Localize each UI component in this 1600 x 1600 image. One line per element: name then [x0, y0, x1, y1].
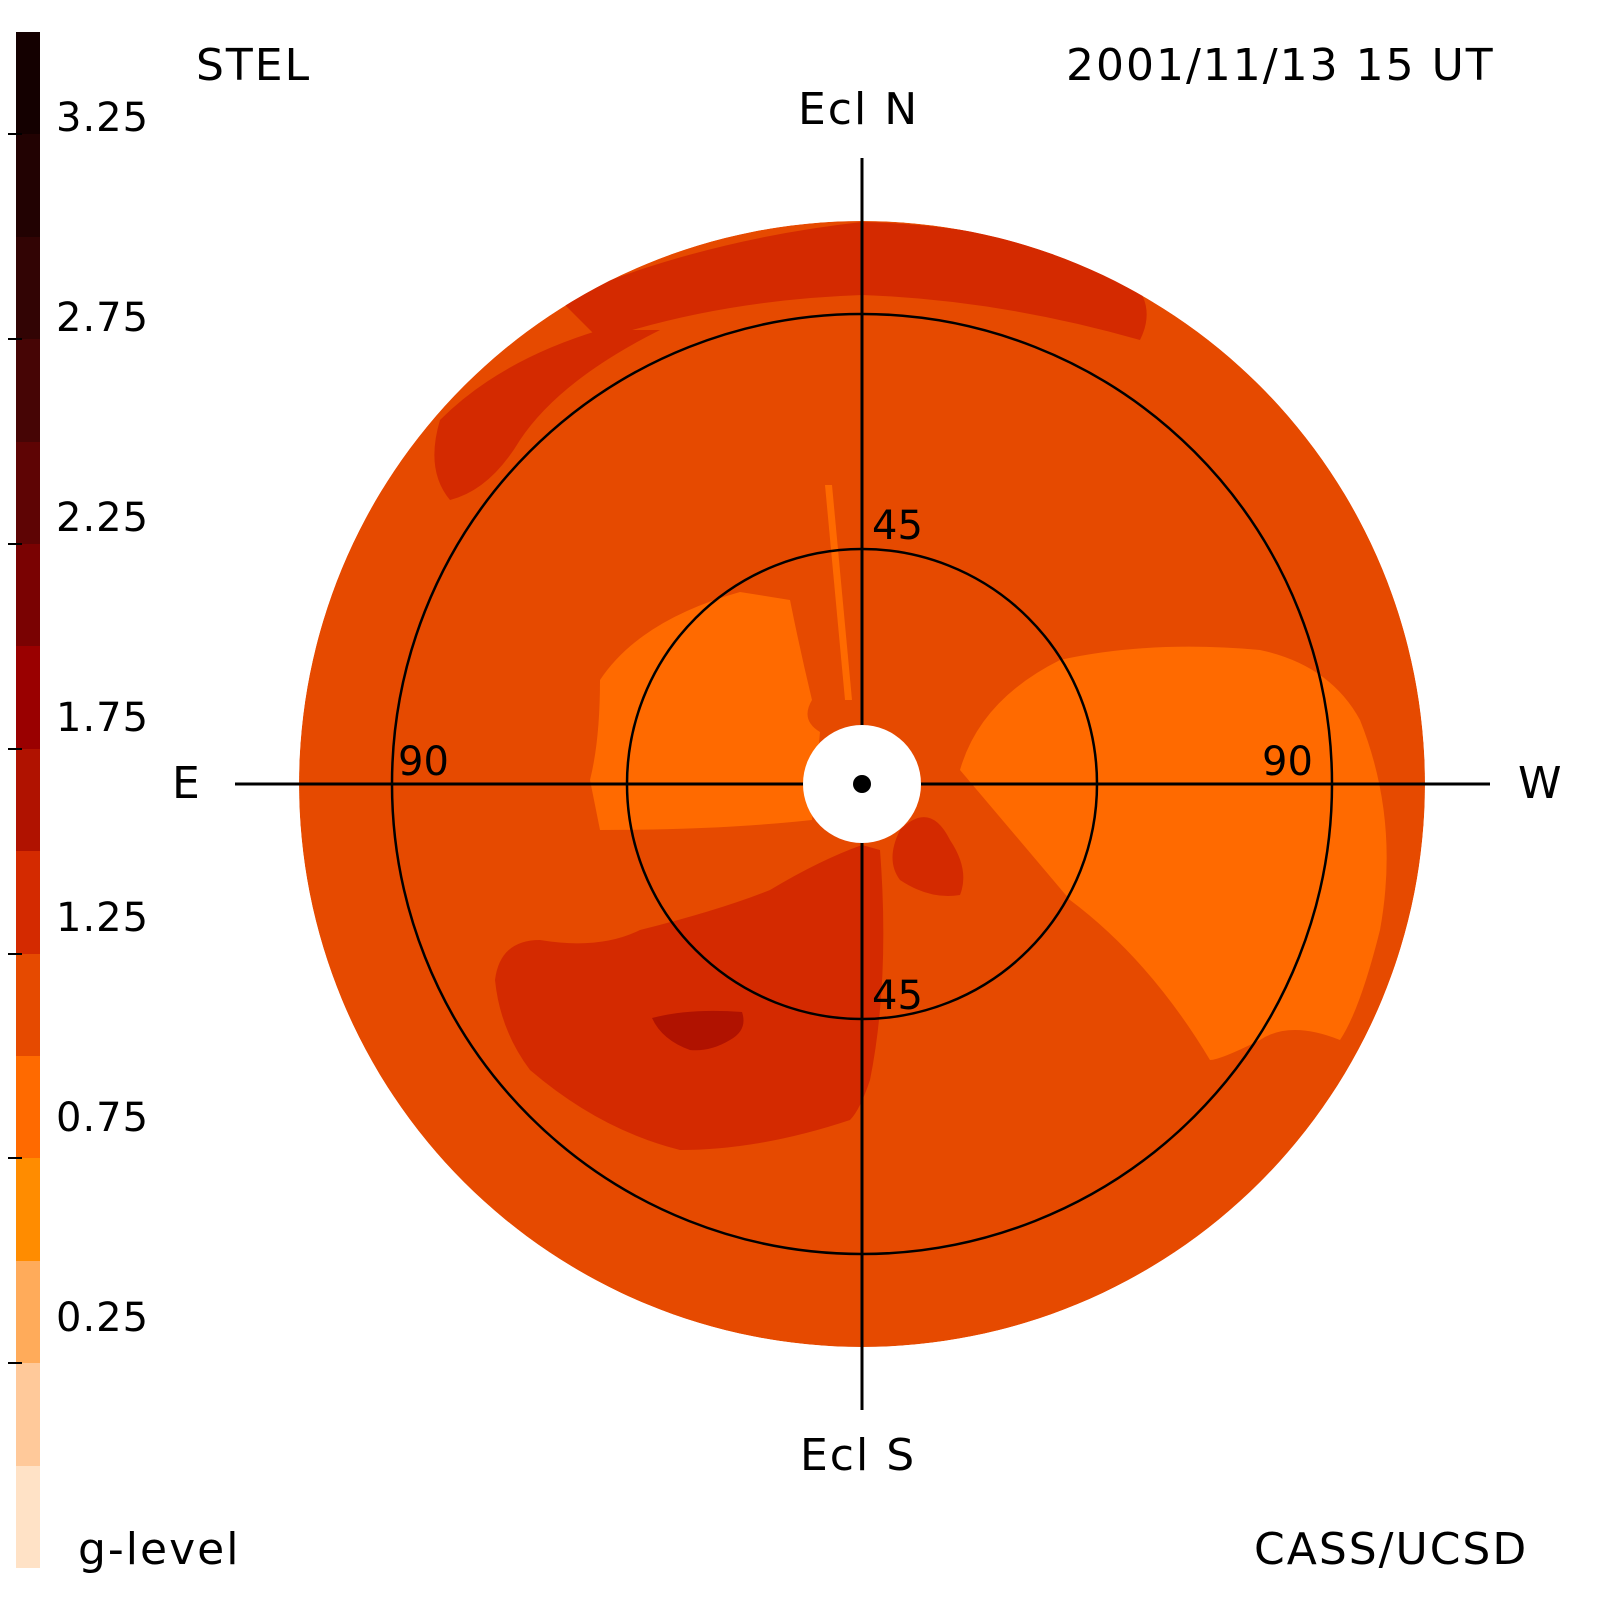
colorbar-swatch	[16, 441, 40, 545]
colorbar-swatch	[16, 1056, 40, 1159]
colorbar-swatch	[16, 32, 40, 135]
streamer-spike	[825, 485, 852, 700]
colorbar-swatch	[16, 1363, 40, 1467]
timestamp-label: 2001/11/13 15 UT	[1066, 40, 1495, 91]
colorbar-tick-label: 1.75	[56, 695, 150, 741]
east-label: E	[172, 758, 202, 809]
colorbar	[16, 32, 40, 1569]
colorbar-tick-mark	[8, 952, 22, 955]
colorbar-swatch	[16, 544, 40, 647]
colorbar-tick-label: 0.25	[56, 1295, 150, 1341]
colorbar-swatch	[16, 236, 40, 340]
colorbar-tick-label: 2.75	[56, 295, 150, 341]
colorbar-tick-mark	[8, 543, 22, 545]
colorbar-tick-mark	[8, 133, 22, 136]
colorbar-tick-mark	[8, 1362, 22, 1365]
instrument-label: STEL	[196, 40, 312, 91]
colorbar-swatch	[16, 748, 40, 852]
colorbar-swatch	[16, 339, 40, 443]
colorbar-tick-label: 2.25	[56, 495, 150, 541]
colorbar-swatch	[16, 134, 40, 238]
northeast-lobe-region	[590, 592, 820, 830]
colorbar-tick-label: 3.25	[56, 95, 150, 141]
colorbar-swatch	[16, 953, 40, 1057]
colorbar-swatch	[16, 1260, 40, 1364]
south-label: Ecl S	[800, 1430, 917, 1481]
colorbar-label: g-level	[78, 1524, 241, 1575]
southeast-core-region	[652, 1010, 744, 1051]
ring-label-90-left: 90	[398, 739, 449, 785]
colorbar-swatch	[16, 851, 40, 955]
credit-label: CASS/UCSD	[1254, 1524, 1529, 1575]
colorbar-tick-mark	[8, 747, 22, 750]
west-label: W	[1518, 758, 1564, 809]
colorbar-swatch	[16, 1158, 40, 1262]
southeast-region	[495, 845, 884, 1150]
colorbar-swatch	[16, 1465, 40, 1569]
colorbar-tick-label: 1.25	[56, 895, 150, 941]
west-lobe-region	[960, 646, 1387, 1060]
colorbar-tick-mark	[8, 1157, 22, 1160]
north-label: Ecl N	[798, 84, 920, 135]
colorbar-tick-mark	[8, 338, 22, 341]
sun-center-marker	[853, 775, 871, 793]
north-band-region	[560, 222, 1147, 340]
ring-label-45-bottom: 45	[872, 973, 923, 1019]
colorbar-swatch	[16, 646, 40, 750]
ring-label-45-top: 45	[872, 503, 923, 549]
southwest-wedge-region	[892, 817, 964, 896]
colorbar-tick-label: 0.75	[56, 1095, 150, 1141]
northeast-band-region	[434, 330, 660, 500]
ring-label-90-right: 90	[1262, 739, 1313, 785]
